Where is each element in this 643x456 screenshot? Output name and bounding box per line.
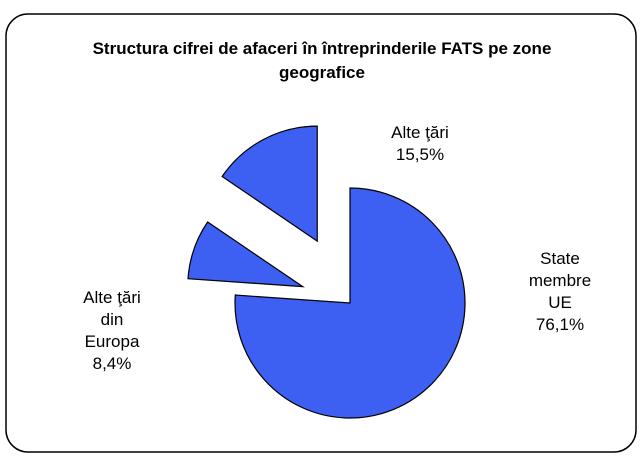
pie-slice xyxy=(187,221,305,288)
value-label: 76,1% xyxy=(535,315,585,334)
value-label: 15,5% xyxy=(395,145,445,164)
slice-label: State membre UE 76,1% xyxy=(520,248,600,336)
category-label: Alte ţări din Europa xyxy=(83,288,141,351)
slice-label: Alte ţări 15,5% xyxy=(375,122,465,166)
pie-slice xyxy=(221,125,318,243)
category-label: State membre UE xyxy=(528,249,592,312)
category-label: Alte ţări xyxy=(391,123,449,142)
pie-slice xyxy=(234,187,466,419)
frame xyxy=(5,13,637,453)
value-label: 8,4% xyxy=(92,354,132,373)
slice-label: Alte ţări din Europa 8,4% xyxy=(72,287,152,375)
chart-title: Structura cifrei de afaceri în întreprin… xyxy=(92,39,552,82)
